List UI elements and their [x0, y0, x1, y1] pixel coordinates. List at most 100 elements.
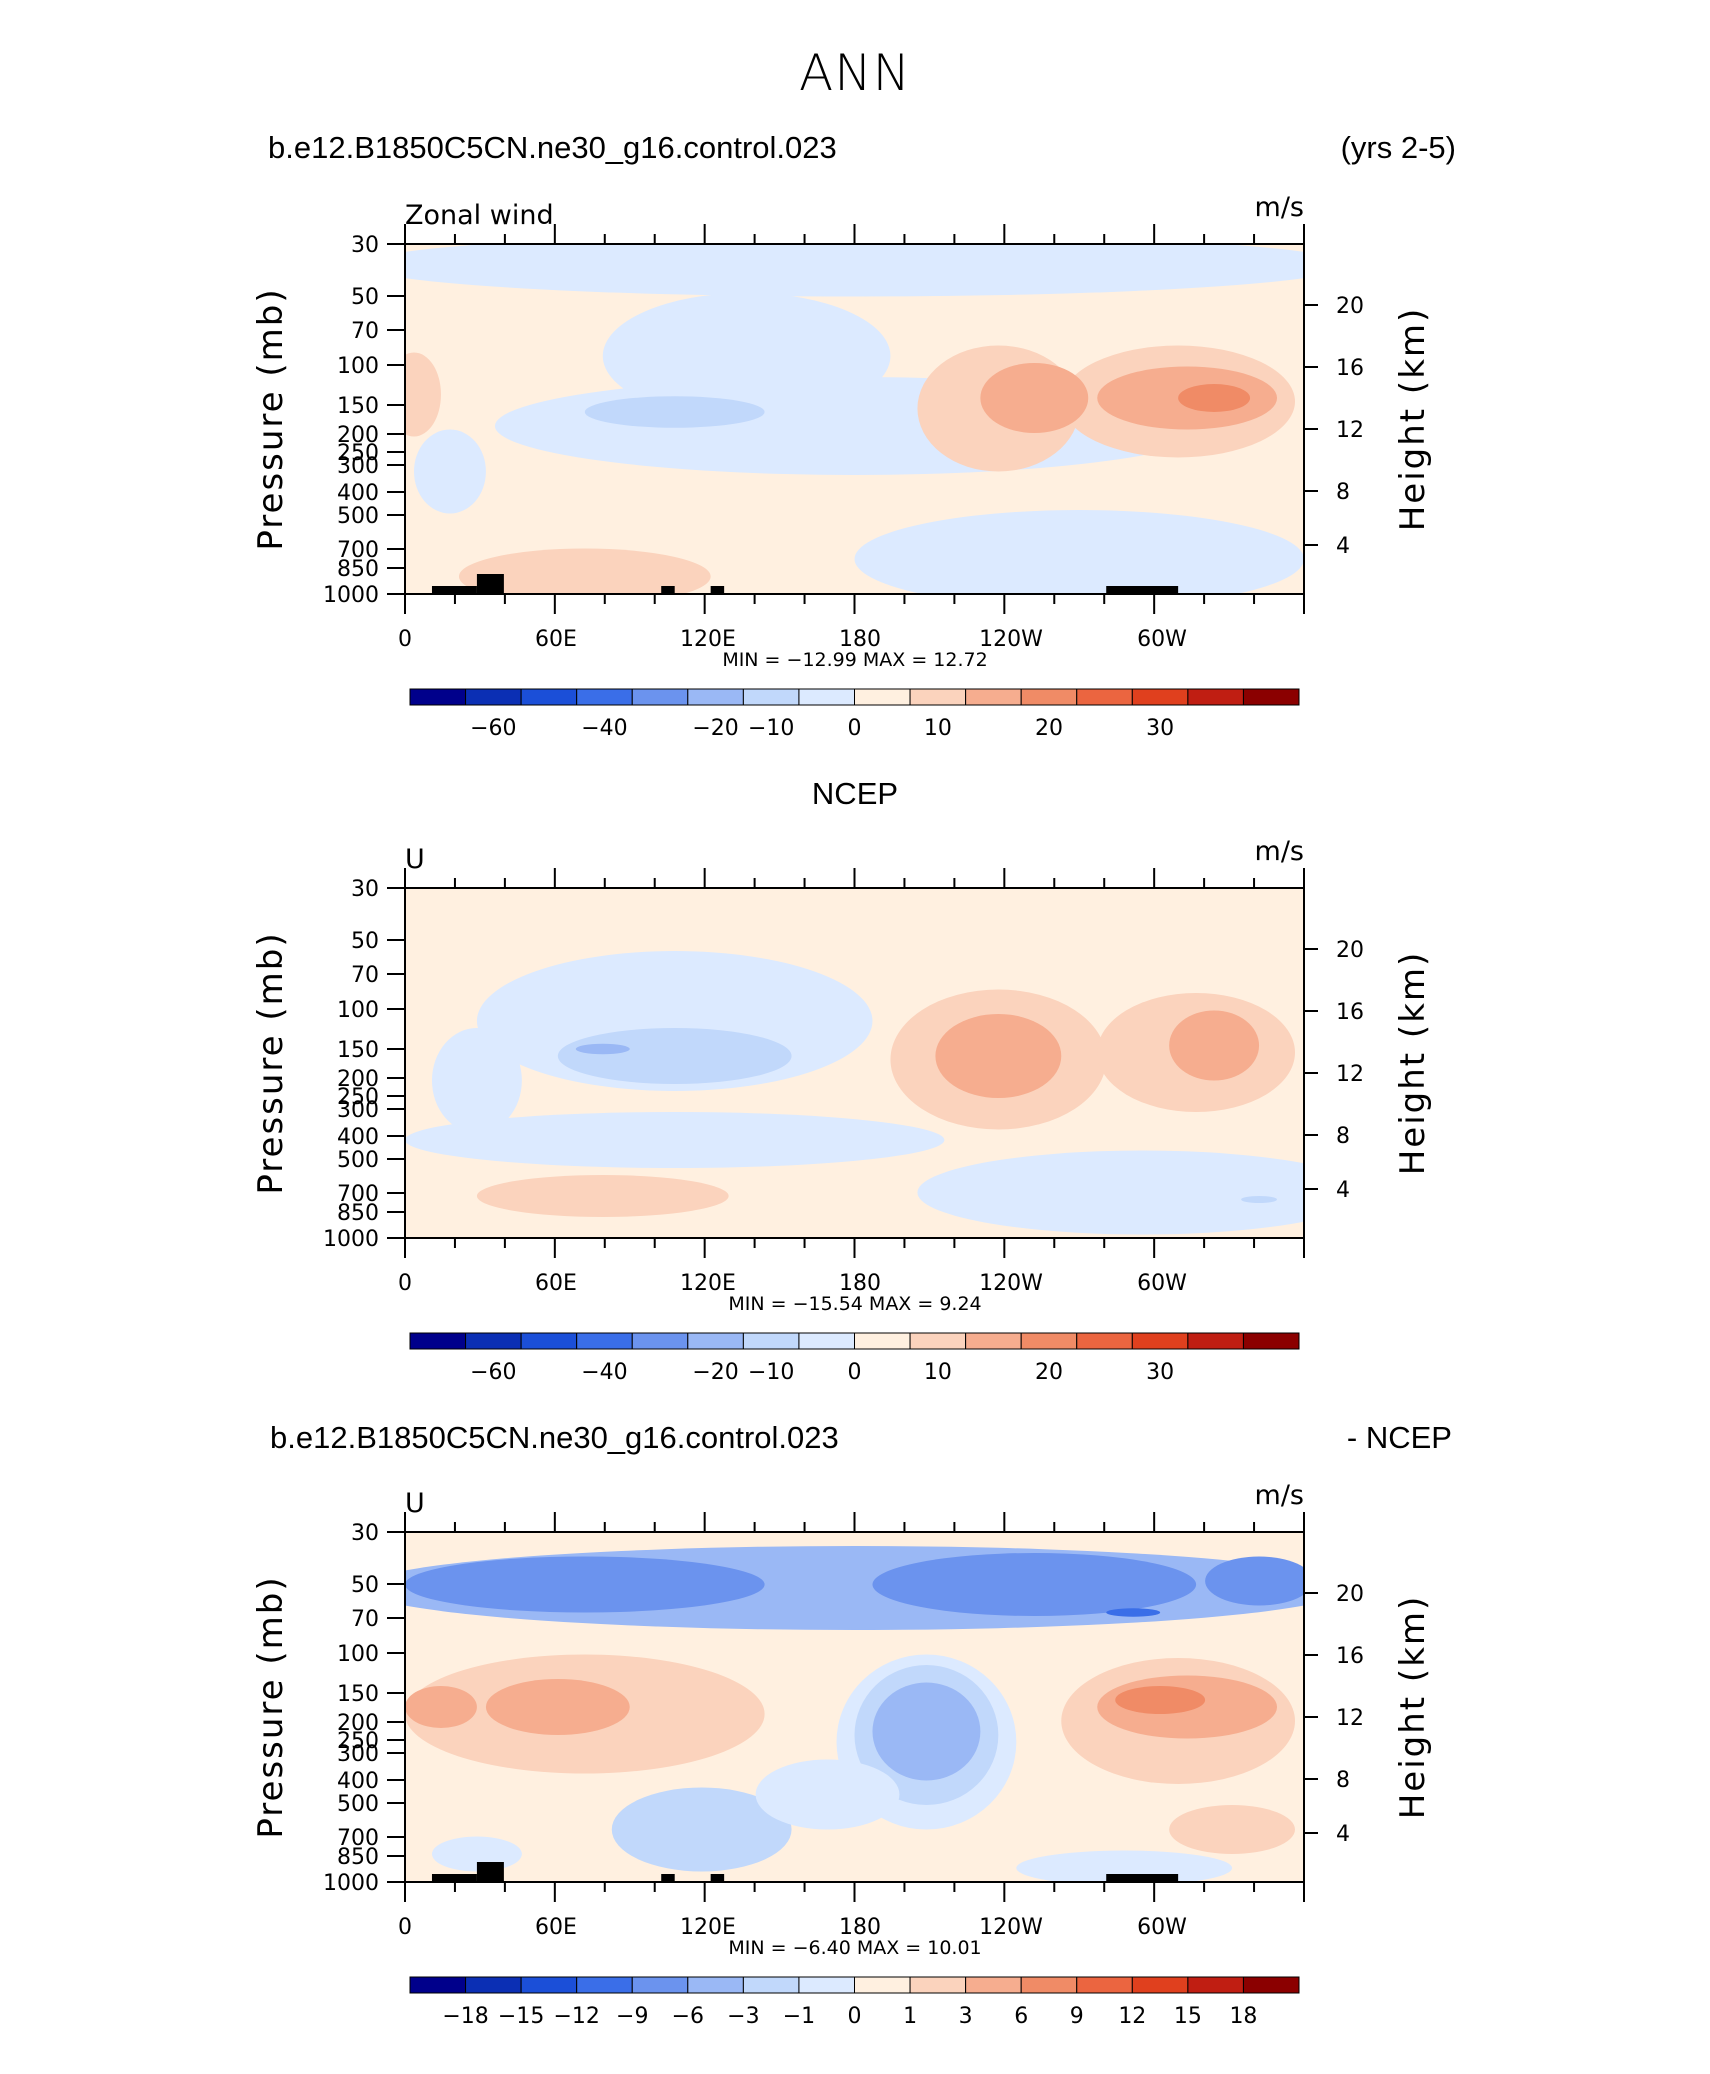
- colorbar-swatch: [854, 688, 911, 706]
- height-tick-label: 12: [1336, 418, 1364, 443]
- pressure-axis-label: Pressure (mb): [251, 931, 291, 1194]
- topography-mask: [710, 1874, 725, 1882]
- contour-region-3-8: [485, 1679, 630, 1735]
- colorbar-swatch: [965, 1332, 1022, 1350]
- colorbar-swatch: [631, 1976, 689, 1994]
- height-tick-label: 16: [1336, 356, 1364, 381]
- colorbar-label: −60: [470, 1360, 516, 1385]
- colorbar-swatch: [742, 688, 800, 706]
- contour-region-2-5: [575, 1043, 630, 1055]
- colorbar-label: 9: [1070, 2004, 1084, 2029]
- lon-tick-label: 120E: [680, 1271, 736, 1296]
- colorbar-swatch: [465, 688, 522, 706]
- contour-region-3-14: [611, 1787, 792, 1872]
- lon-tick-label: 60E: [535, 1915, 577, 1940]
- contour-region-1-0: [405, 244, 1304, 297]
- colorbar-swatch: [631, 1332, 689, 1350]
- pressure-tick-label: 50: [351, 285, 379, 310]
- lon-tick-label: 0: [398, 1915, 412, 1940]
- colorbar-label: 10: [924, 716, 952, 741]
- height-tick-label: 16: [1336, 1000, 1364, 1025]
- contour-region-2-9: [935, 1014, 1062, 1098]
- pressure-tick-label: 400: [337, 1769, 379, 1794]
- colorbar-swatch: [854, 1332, 911, 1350]
- colorbar-swatch: [687, 1332, 744, 1350]
- colorbar-swatch: [1131, 1976, 1189, 1994]
- colorbar-swatch: [965, 1976, 1022, 1994]
- contour-region-1-8: [458, 548, 711, 594]
- topography-mask: [661, 586, 675, 594]
- obs-title: NCEP: [811, 776, 899, 811]
- pressure-tick-label: 200: [337, 1067, 379, 1092]
- lon-tick-label: 120W: [979, 1271, 1043, 1296]
- colorbar-swatch: [631, 688, 689, 706]
- min-max-stats: MIN = −15.54 MAX = 9.24: [728, 1293, 981, 1315]
- height-tick-label: 8: [1336, 1768, 1350, 1793]
- colorbar-label: 3: [959, 2004, 973, 2029]
- contour-region-3-13: [872, 1682, 981, 1781]
- contour-region-1-9: [405, 352, 441, 437]
- panel-subtitle: U: [405, 844, 425, 875]
- pressure-tick-label: 150: [337, 394, 379, 419]
- colorbar-label: −20: [692, 1360, 738, 1385]
- colorbar-swatch: [576, 1332, 633, 1350]
- height-tick-label: 20: [1336, 1582, 1364, 1607]
- lon-tick-label: 180: [839, 1271, 881, 1296]
- contour-field-2: [405, 888, 1304, 1238]
- lon-tick-label: 120E: [680, 1915, 736, 1940]
- colorbar-swatch: [520, 1976, 578, 1994]
- colorbar-swatch: [854, 1976, 911, 1994]
- colorbar-label: 18: [1229, 2004, 1257, 2029]
- colorbar-label: −9: [616, 2004, 648, 2029]
- pressure-tick-label: 100: [337, 1642, 379, 1667]
- contour-region-3-7: [405, 1686, 477, 1728]
- colorbar-label: −18: [442, 2004, 488, 2029]
- lon-tick-label: 0: [398, 627, 412, 652]
- contour-region-2-11: [1241, 1196, 1278, 1203]
- pressure-tick-label: 500: [337, 1148, 379, 1173]
- pressure-tick-label: 500: [337, 1792, 379, 1817]
- height-tick-label: 4: [1336, 1822, 1350, 1847]
- colorbar-swatch: [1242, 1976, 1300, 1994]
- topography-mask: [710, 586, 725, 594]
- pressure-tick-label: 700: [337, 1182, 379, 1207]
- lon-tick-label: 0: [398, 1271, 412, 1296]
- lon-tick-label: 60E: [535, 627, 577, 652]
- topography-mask: [661, 1874, 675, 1882]
- colorbar-label: −12: [553, 2004, 599, 2029]
- colorbar-3: −18 −15 −12 −9 −6 −3 −1 0 1 3 6 9 12 15 18: [409, 1976, 1300, 2029]
- contour-region-2-8: [476, 1175, 729, 1217]
- colorbar-label: 20: [1035, 716, 1063, 741]
- pressure-tick-label: 150: [337, 1682, 379, 1707]
- contour-region-3-10: [1115, 1686, 1206, 1714]
- colorbar-label: −10: [748, 716, 794, 741]
- topography-mask: [476, 574, 504, 594]
- colorbar-label: 20: [1035, 1360, 1063, 1385]
- contour-region-2-3: [917, 1150, 1304, 1235]
- height-tick-label: 16: [1336, 1644, 1364, 1669]
- units-label: m/s: [1255, 1480, 1304, 1511]
- colorbar-label: −60: [470, 716, 516, 741]
- pressure-tick-label: 150: [337, 1038, 379, 1063]
- pressure-tick-label: 200: [337, 423, 379, 448]
- pressure-tick-label: 70: [351, 1607, 379, 1632]
- colorbar-swatch: [465, 1332, 522, 1350]
- min-max-stats: MIN = −12.99 MAX = 12.72: [722, 649, 987, 671]
- colorbar-swatch: [1131, 1332, 1189, 1350]
- height-tick-label: 8: [1336, 1124, 1350, 1149]
- colorbar-label: −6: [672, 2004, 704, 2029]
- colorbar-swatch: [1020, 1332, 1078, 1350]
- pressure-tick-label: 850: [337, 557, 379, 582]
- topography-mask: [1106, 586, 1179, 594]
- colorbar-swatch: [909, 1976, 967, 1994]
- colorbar-label: 10: [924, 1360, 952, 1385]
- colorbar-swatch: [1242, 1332, 1300, 1350]
- colorbar-label: 15: [1174, 2004, 1202, 2029]
- pressure-tick-label: 30: [351, 1521, 379, 1546]
- main-title: ANN: [798, 44, 911, 102]
- contour-region-1-10: [980, 363, 1089, 433]
- colorbar-label: 30: [1146, 1360, 1174, 1385]
- pressure-tick-label: 700: [337, 538, 379, 563]
- pressure-tick-label: 100: [337, 354, 379, 379]
